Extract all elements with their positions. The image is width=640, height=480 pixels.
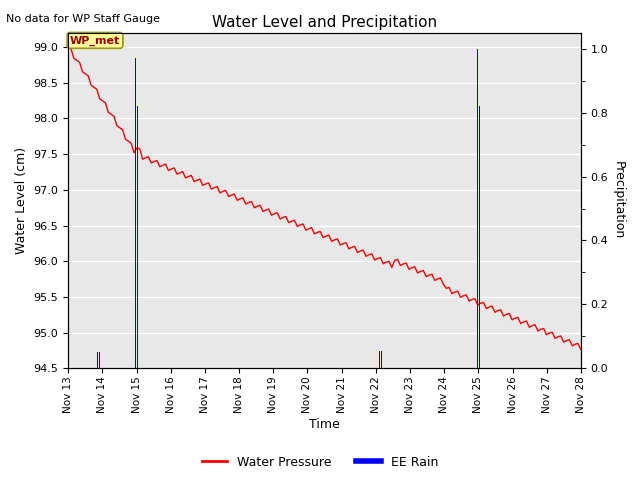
X-axis label: Time: Time: [309, 419, 340, 432]
Bar: [477, 48, 478, 369]
Y-axis label: Precipitation: Precipitation: [612, 161, 625, 240]
Legend: Water Pressure, EE Rain: Water Pressure, EE Rain: [196, 451, 444, 474]
Title: Water Level and Precipitation: Water Level and Precipitation: [212, 15, 437, 30]
Text: WP_met: WP_met: [70, 35, 120, 46]
Bar: [479, 106, 480, 369]
Y-axis label: Water Level (cm): Water Level (cm): [15, 147, 28, 254]
Bar: [381, 351, 383, 369]
Bar: [137, 106, 138, 369]
Text: No data for WP Staff Gauge: No data for WP Staff Gauge: [6, 14, 161, 24]
Bar: [135, 58, 136, 369]
Bar: [99, 352, 100, 369]
Bar: [97, 352, 99, 369]
